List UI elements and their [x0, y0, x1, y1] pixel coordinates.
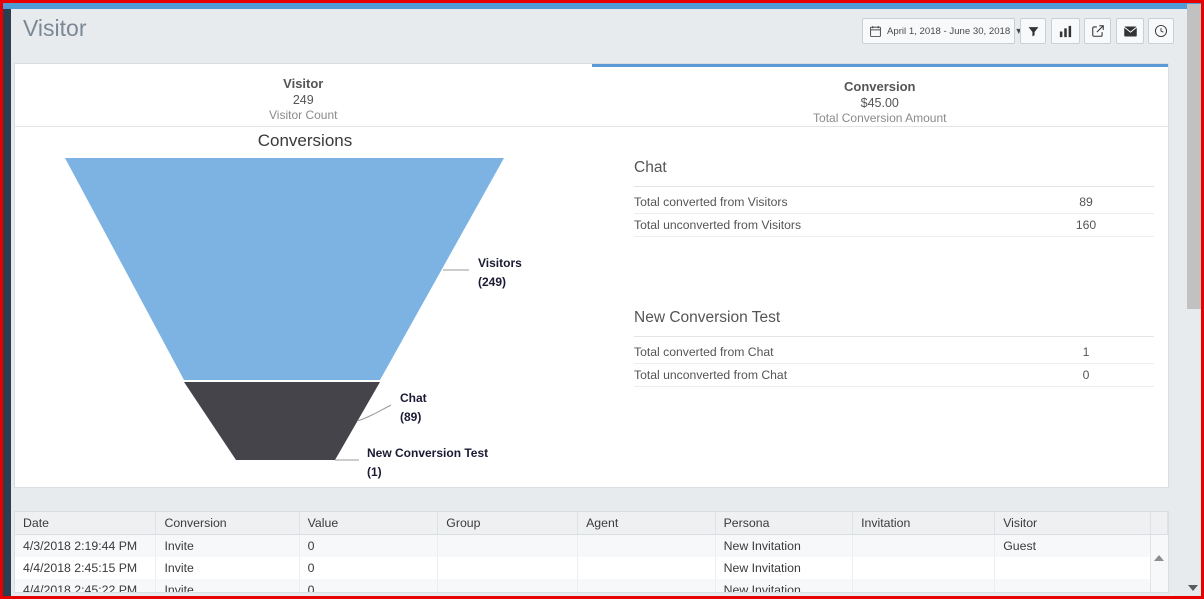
svg-text:Chat: Chat — [400, 391, 427, 405]
svg-text:(1): (1) — [367, 465, 382, 479]
svg-text:(249): (249) — [478, 275, 506, 289]
svg-text:Visitors: Visitors — [478, 256, 522, 270]
svg-text:New Conversion Test: New Conversion Test — [367, 446, 488, 460]
svg-text:(89): (89) — [400, 410, 421, 424]
